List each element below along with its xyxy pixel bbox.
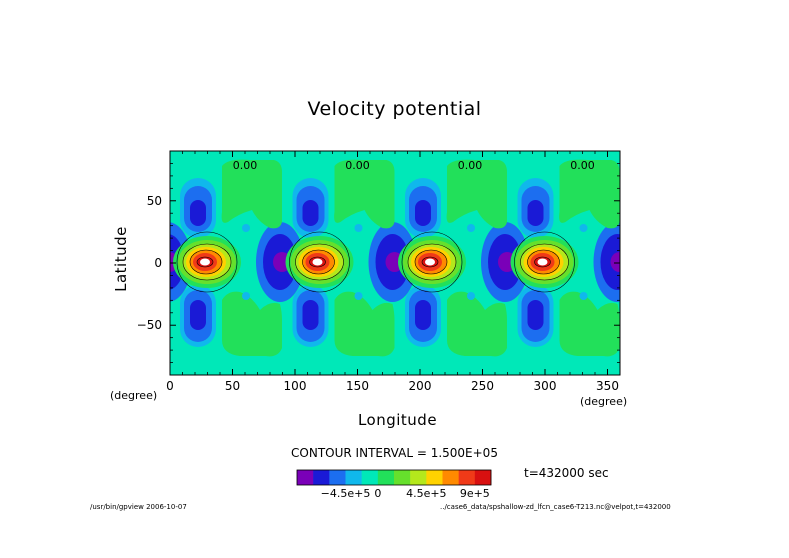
colorbar-tick-label: 9e+5 (460, 487, 490, 500)
colorbar-swatch (377, 470, 395, 485)
colorbar-tick-label: 4.5e+5 (406, 487, 446, 500)
x-tick-label: 200 (409, 379, 432, 393)
x-axis-label: Longitude (357, 411, 438, 429)
colorbar-swatch (458, 470, 476, 485)
colorbar-swatch (394, 470, 411, 485)
x-tick-label: 250 (471, 379, 494, 393)
y-tick-label: 50 (147, 194, 162, 208)
chart-title: Velocity potential (307, 98, 482, 120)
colorbar-swatch (410, 470, 427, 485)
x-tick-label: 0 (166, 379, 174, 393)
zero-contour-label: 0.00 (570, 159, 595, 172)
x-tick-label: 300 (534, 379, 557, 393)
colorbar-swatch (345, 470, 362, 485)
contour-interval-text: CONTOUR INTERVAL = 1.500E+05 (291, 446, 498, 460)
x-tick-label: 100 (284, 379, 307, 393)
footer-left: /usr/bin/gpview 2006-10-07 (90, 503, 187, 511)
colorbar-swatch (474, 470, 492, 485)
footer-right: ../case6_data/spshallow-zd_lfcn_case6-T2… (440, 503, 671, 511)
colorbar-swatch (426, 470, 443, 485)
colorbar-frame (296, 469, 492, 486)
colorbar-swatch (329, 470, 346, 485)
y-tick-label: −50 (137, 318, 162, 332)
y-unit-label: (degree) (110, 389, 158, 402)
y-tick-label: 0 (154, 256, 162, 270)
x-tick-label: 150 (346, 379, 369, 393)
zero-contour-label: 0.00 (458, 159, 483, 172)
y-axis-label: Latitude (111, 226, 130, 292)
wave-cell (623, 160, 754, 357)
x-tick-label: 350 (596, 379, 619, 393)
x-unit-label: (degree) (580, 395, 628, 408)
zero-contour-label: 0.00 (233, 159, 258, 172)
colorbar-swatch (361, 470, 379, 485)
colorbar-swatch (442, 470, 459, 485)
time-label: t=432000 sec (524, 466, 609, 480)
wave-cell (510, 159, 620, 357)
x-tick-label: 50 (225, 379, 240, 393)
colorbar-tick-label: −4.5e+5 (321, 487, 371, 500)
colorbar-swatch (313, 470, 330, 485)
colorbar-tick-label: 0 (374, 487, 381, 500)
zero-contour-label: 0.00 (345, 159, 370, 172)
colorbar-swatch (297, 470, 314, 485)
